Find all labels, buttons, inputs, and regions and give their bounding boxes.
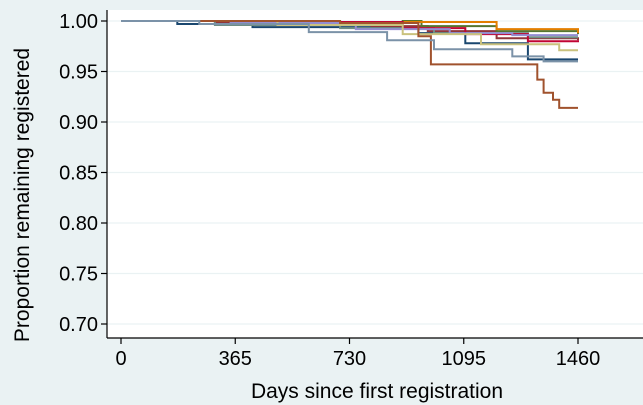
x-tick-label: 0	[115, 348, 126, 370]
y-tick-label: 0.85	[59, 163, 98, 185]
y-tick-label: 0.80	[59, 213, 98, 235]
x-tick-label: 1095	[442, 348, 487, 370]
y-tick-label: 0.75	[59, 264, 98, 286]
y-tick-label: 0.70	[59, 314, 98, 336]
y-axis-title: Proportion remaining registered	[11, 48, 34, 342]
x-axis-ticks: 0 365 730 1095 1460	[115, 338, 600, 370]
y-tick-label: 0.95	[59, 62, 98, 84]
survival-curve-10	[121, 20, 578, 63]
x-tick-label: 365	[219, 348, 252, 370]
y-tick-label: 1.00	[59, 11, 98, 33]
y-axis-ticks: 0.70 0.75 0.80 0.85 0.90 0.95 1.00	[59, 11, 107, 336]
x-tick-label: 730	[333, 348, 366, 370]
x-axis-title: Days since first registration	[251, 380, 503, 403]
series-lines	[121, 20, 579, 109]
x-tick-label: 1460	[556, 348, 601, 370]
survival-curve-9	[121, 20, 578, 109]
y-tick-label: 0.90	[59, 112, 98, 134]
plot-area	[107, 10, 643, 338]
